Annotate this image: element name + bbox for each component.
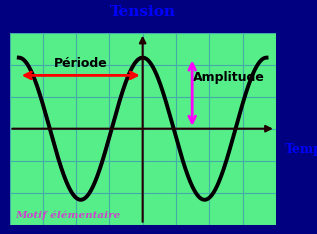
- Text: Temps: Temps: [285, 143, 317, 156]
- Text: Amplitude: Amplitude: [193, 71, 265, 84]
- Text: Tension: Tension: [110, 5, 176, 19]
- Text: Motif élémentaire: Motif élémentaire: [16, 211, 121, 220]
- Text: Période: Période: [54, 57, 107, 70]
